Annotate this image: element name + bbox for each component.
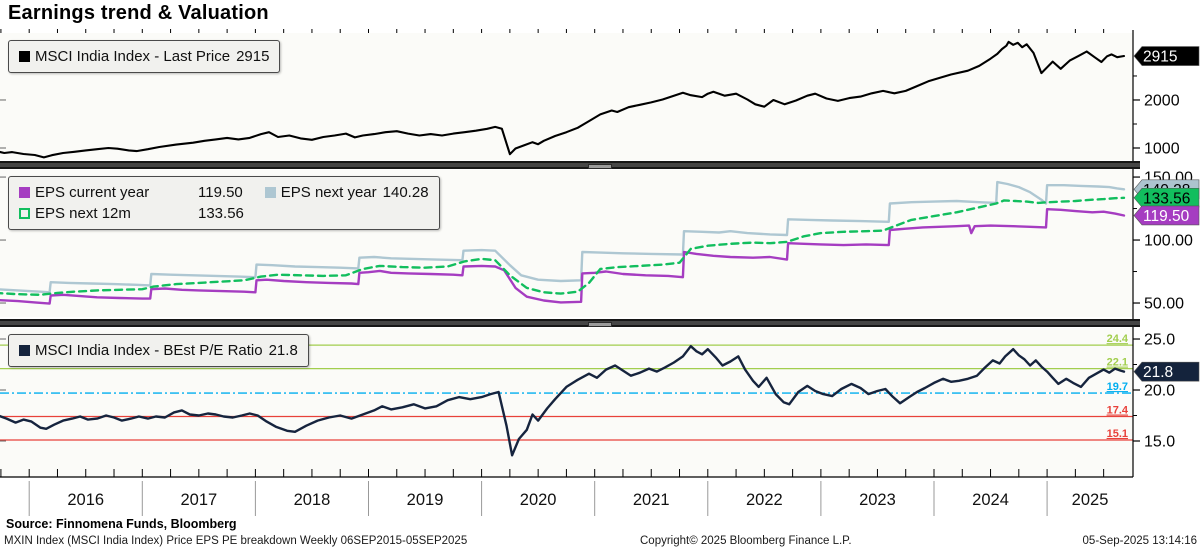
timestamp: 05-Sep-2025 13:14:16 <box>1082 535 1197 547</box>
eps-current-badge <box>1133 205 1200 226</box>
copyright-note: Copyright© 2025 Bloomberg Finance L.P. <box>640 535 852 547</box>
eps-next-12m-value: 133.56 <box>198 205 244 222</box>
panel-splitter-top[interactable] <box>0 161 1140 169</box>
pe-badge-label: 21.8 <box>1143 364 1173 381</box>
ref-line-label-15.1: 15.1 <box>1107 428 1128 440</box>
msci-india-index-best-p-e-ratio-line <box>0 345 1126 457</box>
ref-line-label-19.7: 19.7 <box>1107 381 1128 393</box>
x-axis-year-label: 2019 <box>407 491 444 509</box>
price-legend[interactable]: MSCI India Index - Last Price 2915 <box>8 40 281 73</box>
ref-line-label-24.4: 24.4 <box>1107 333 1129 345</box>
eps-panel <box>0 180 1126 305</box>
x-axis-year-label: 2020 <box>520 491 557 509</box>
pe-legend-value: 21.8 <box>268 342 298 359</box>
y-axis-label: 20.0 <box>1144 383 1175 400</box>
eps-current-label: EPS current year <box>35 184 150 201</box>
pe-legend[interactable]: MSCI India Index - BEst P/E Ratio 21.8 <box>8 334 309 367</box>
eps-current-year-line <box>0 207 1126 305</box>
ticker-description: MXIN Index (MSCI India Index) Price EPS … <box>4 535 468 547</box>
ref-line-label-22.1: 22.1 <box>1107 357 1128 369</box>
eps-next-12m-badge <box>1133 187 1200 208</box>
x-axis-year-label: 2022 <box>746 491 783 509</box>
y-axis-label: 50.00 <box>1144 296 1184 313</box>
x-axis-year-label: 2021 <box>633 491 670 509</box>
y-axis-label: 100.00 <box>1144 233 1193 250</box>
eps-current-value: 119.50 <box>198 184 243 201</box>
ref-line-label-17.4: 17.4 <box>1107 405 1129 417</box>
eps-next-12m-label: EPS next 12m <box>35 205 131 222</box>
eps-next-year-label: EPS next year <box>280 184 377 201</box>
page-title: Earnings trend & Valuation <box>8 2 269 24</box>
x-axis-year-label: 2024 <box>972 491 1009 509</box>
eps-next-year-swatch-icon <box>264 187 276 198</box>
pe-series-swatch-icon <box>19 345 30 356</box>
pe-legend-label: MSCI India Index - BEst P/E Ratio <box>35 342 263 359</box>
y-axis-label: 2000 <box>1144 92 1180 109</box>
price-legend-label: MSCI India Index - Last Price <box>35 48 231 65</box>
splitter-grip-icon[interactable] <box>588 164 612 169</box>
pe-badge <box>1133 361 1200 382</box>
x-axis-year-label: 2018 <box>294 491 331 509</box>
y-axis-label: 15.0 <box>1144 433 1175 450</box>
eps-next-12m-line <box>0 196 1126 296</box>
msci-india-index-last-price-line <box>0 40 1126 159</box>
source-note: Source: Finnomena Funds, Bloomberg <box>6 517 237 531</box>
x-axis-year-label: 2016 <box>67 491 104 509</box>
eps-next-12m-swatch-icon <box>19 208 30 219</box>
eps-next-year-line <box>0 180 1126 294</box>
last-price-badge-label: 2915 <box>1143 49 1177 66</box>
y-axis-label: 1000 <box>1144 140 1180 157</box>
price-series-swatch-icon <box>19 51 30 62</box>
price-panel <box>0 40 1126 159</box>
eps-current-swatch-icon <box>19 187 30 198</box>
x-axis-year-label: 2017 <box>180 491 217 509</box>
splitter-grip-icon[interactable] <box>588 322 612 327</box>
panel-splitter-bottom[interactable] <box>0 319 1140 327</box>
price-legend-value: 2915 <box>236 48 270 65</box>
x-axis-year-label: 2023 <box>859 491 896 509</box>
last-price-badge <box>1133 46 1200 66</box>
eps-next-12m-badge-label: 133.56 <box>1143 190 1190 207</box>
eps-next-year-value: 140.28 <box>382 184 429 201</box>
eps-current-badge-label: 119.50 <box>1143 208 1190 225</box>
x-axis-year-label: 2025 <box>1072 491 1109 509</box>
y-axis-label: 25.0 <box>1144 332 1175 349</box>
eps-legend[interactable]: EPS current year 119.50 EPS next year 14… <box>8 176 440 230</box>
